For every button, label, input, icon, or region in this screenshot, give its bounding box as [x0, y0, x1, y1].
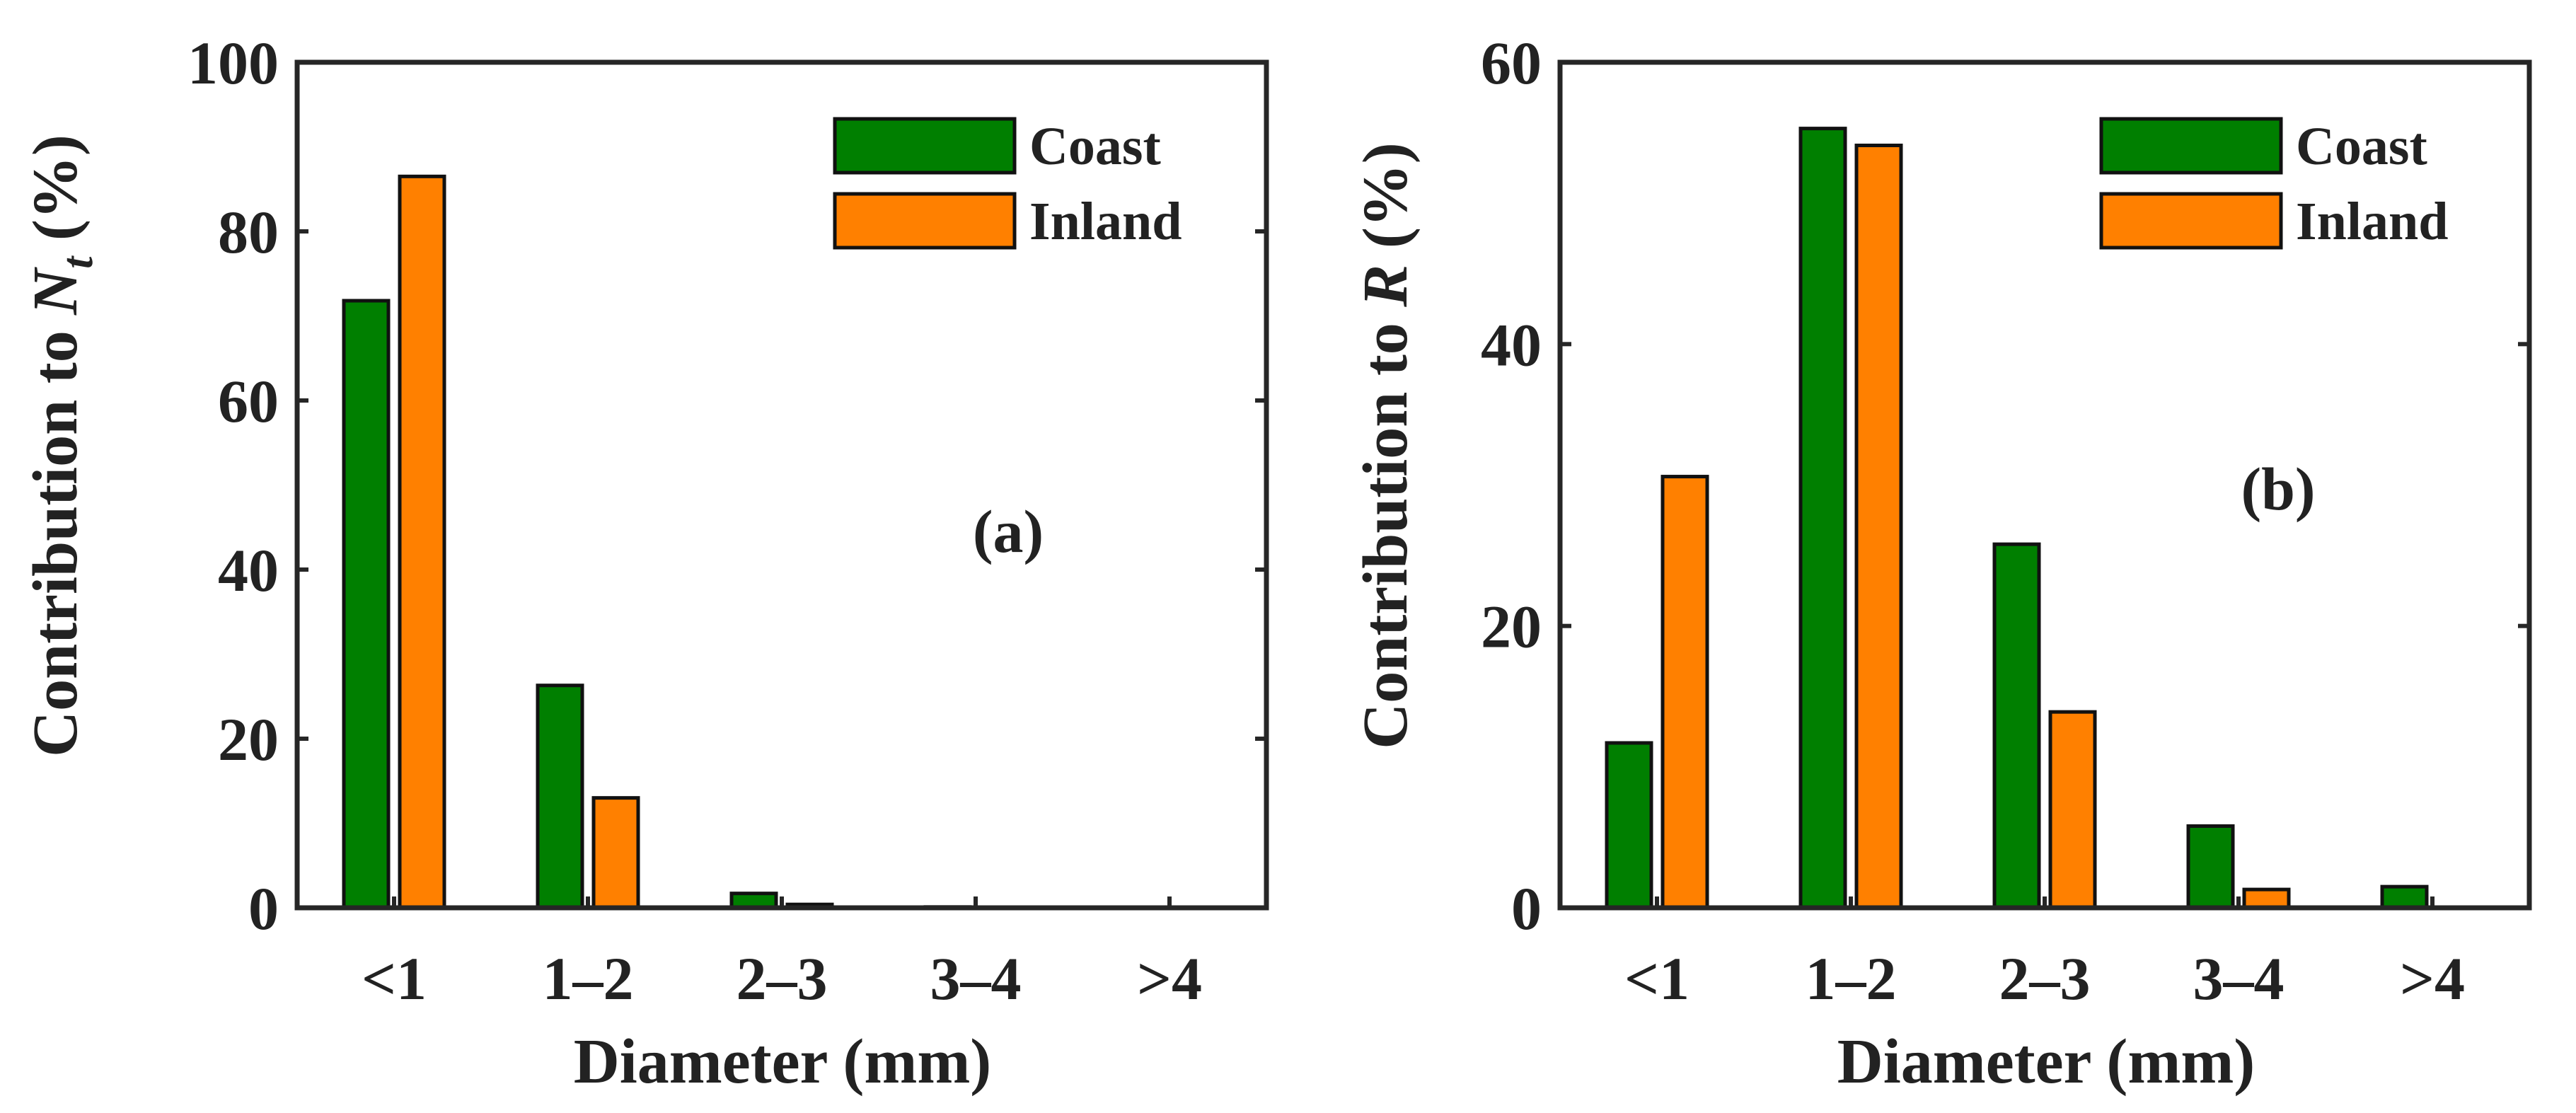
bar-coast-1 [1798, 127, 1847, 910]
y-axis-title-suffix: (%) [21, 134, 91, 256]
bar-coast-3 [2186, 824, 2235, 910]
bar-inland-3 [2242, 887, 2291, 910]
bar-inland-1 [1854, 144, 1903, 910]
y-tick-label: 0 [1511, 875, 1542, 942]
axis-frame [1557, 59, 2532, 911]
x-tick-label: >4 [2400, 945, 2465, 1013]
legend-label-inland: Inland [2296, 192, 2449, 251]
x-tick-labels: <1 1–2 2–3 3–4 >4 [362, 945, 1202, 1013]
legend-swatch-coast [833, 117, 1017, 175]
y-tick-label: 20 [1481, 593, 1542, 661]
chart-panel-a: 0 20 40 60 80 100 <1 1–2 2–3 3–4 >4 Diameter (mm)… [21, 29, 1269, 1097]
y-tick-label: 60 [1481, 29, 1542, 97]
y-tick-labels: 0 20 40 60 [1481, 29, 1542, 942]
y-axis-title-variable: R [1351, 265, 1421, 308]
y-tick-label: 40 [218, 536, 279, 604]
y-tick-labels: 0 20 40 60 80 100 [187, 29, 279, 942]
x-tick-label: 3–4 [930, 945, 1022, 1013]
x-tick-label: 1–2 [543, 945, 634, 1013]
legend-swatch-inland [833, 192, 1017, 250]
legend-swatch-inland [2099, 192, 2283, 250]
panel-label: (b) [2241, 455, 2315, 523]
y-axis-title-prefix: Contribution to [21, 315, 91, 757]
legend: Coast Inland [833, 117, 1182, 251]
x-tick-label: >4 [1137, 945, 1202, 1013]
x-tick-label: 2–3 [1999, 945, 2091, 1013]
x-tick-label: 3–4 [2193, 945, 2285, 1013]
panel-label: (a) [973, 497, 1044, 565]
x-tick-label: <1 [362, 945, 427, 1013]
bars-group [1605, 127, 2429, 910]
legend-label-coast: Coast [1029, 117, 1161, 176]
y-tick-label: 40 [1481, 311, 1542, 379]
y-tick-label: 100 [187, 29, 279, 97]
x-tick-label: 1–2 [1806, 945, 1897, 1013]
y-axis-title: Contribution to R (%) [1351, 142, 1421, 749]
bar-coast-0 [1605, 741, 1653, 910]
x-tick-labels: <1 1–2 2–3 3–4 >4 [1624, 945, 2465, 1013]
bar-coast-1 [536, 684, 584, 910]
y-axis-title-subscript: t [54, 255, 102, 269]
bar-inland-0 [1660, 475, 1709, 910]
y-tick-label: 60 [218, 367, 279, 435]
y-axis-title-suffix: (%) [1351, 142, 1421, 264]
y-tick-label: 20 [218, 705, 279, 773]
bar-inland-2 [2048, 710, 2097, 910]
y-tick-label: 80 [218, 198, 279, 266]
bar-coast-2 [1992, 542, 2041, 910]
chart-panel-b: 0 20 40 60 <1 1–2 2–3 3–4 >4 Diameter (mm) Cont… [1351, 29, 2532, 1097]
bar-inland-0 [398, 174, 446, 910]
legend-swatch-coast [2099, 117, 2283, 175]
x-tick-label: 2–3 [737, 945, 828, 1013]
legend-label-inland: Inland [1029, 192, 1182, 251]
legend: Coast Inland [2099, 117, 2449, 251]
axis-frame [294, 59, 1269, 911]
x-axis-title: Diameter (mm) [1837, 1027, 2256, 1097]
legend-label-coast: Coast [2296, 117, 2427, 176]
x-axis-title: Diameter (mm) [574, 1027, 992, 1097]
x-tick-label: <1 [1624, 945, 1690, 1013]
bars-group [342, 174, 972, 910]
y-axis-title-variable: N [21, 267, 91, 316]
y-axis-title: Contribution to Nt (%) [21, 134, 102, 757]
bar-coast-0 [342, 299, 391, 910]
bar-coast-4 [2380, 884, 2429, 910]
bar-inland-1 [591, 796, 640, 910]
y-axis-title-prefix: Contribution to [1351, 307, 1421, 749]
y-tick-label: 0 [248, 875, 279, 942]
